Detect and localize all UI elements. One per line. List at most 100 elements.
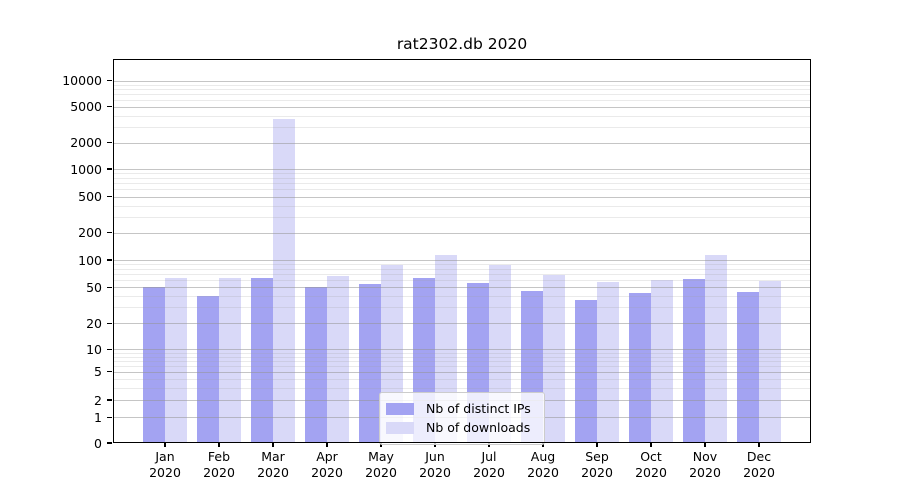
y-tick-mark-0 [107, 442, 112, 444]
y-tick-label-500: 500 [78, 189, 102, 205]
bar-downloads-jan-2020 [165, 278, 187, 443]
x-tick-label-jan-2020: Jan 2020 [149, 449, 181, 480]
gridline-minor-3000 [113, 126, 811, 128]
gridline-minor-3 [113, 387, 811, 389]
bar-distinct-ips-sep-2020 [575, 300, 597, 443]
y-tick-label-5: 5 [94, 364, 102, 380]
y-tick-label-10: 10 [86, 341, 102, 357]
gridline-minor-7 [113, 360, 811, 362]
gridline-major-2000 [113, 142, 811, 144]
x-tick-label-apr-2020: Apr 2020 [311, 449, 343, 480]
y-tick-label-1000: 1000 [70, 161, 102, 177]
y-tick-label-2: 2 [94, 392, 102, 408]
bar-distinct-ips-jan-2020 [143, 287, 165, 443]
bar-distinct-ips-mar-2020 [251, 277, 273, 443]
x-tick-mark-may-2020 [380, 443, 382, 447]
x-tick-mark-aug-2020 [542, 443, 544, 447]
legend-row-distinct-ips: Nb of distinct IPs [386, 400, 536, 417]
gridline-minor-80 [113, 268, 811, 270]
x-tick-mark-oct-2020 [650, 443, 652, 447]
y-tick-mark-10 [107, 348, 112, 350]
gridline-minor-8000 [113, 89, 811, 91]
gridline-minor-4000 [113, 115, 811, 117]
legend-row-downloads: Nb of downloads [386, 419, 536, 436]
bar-distinct-ips-dec-2020 [737, 292, 759, 443]
y-tick-mark-20 [107, 322, 112, 324]
gridline-minor-4 [113, 378, 811, 380]
gridline-minor-700 [113, 183, 811, 185]
x-tick-mark-sep-2020 [596, 443, 598, 447]
gridline-major-20 [113, 323, 811, 325]
x-tick-mark-dec-2020 [758, 443, 760, 447]
x-tick-label-jun-2020: Jun 2020 [419, 449, 451, 480]
y-tick-label-10000: 10000 [62, 73, 102, 89]
x-tick-label-dec-2020: Dec 2020 [743, 449, 775, 480]
x-tick-label-jul-2020: Jul 2020 [473, 449, 505, 480]
gridline-minor-800 [113, 177, 811, 179]
gridline-major-5000 [113, 106, 811, 108]
x-tick-mark-nov-2020 [704, 443, 706, 447]
gridline-minor-600 [113, 189, 811, 191]
bar-downloads-apr-2020 [327, 276, 349, 443]
y-tick-label-20: 20 [86, 315, 102, 331]
gridline-major-5 [113, 371, 811, 373]
x-tick-label-feb-2020: Feb 2020 [203, 449, 235, 480]
y-tick-mark-10000 [107, 80, 112, 82]
bar-downloads-sep-2020 [597, 282, 619, 443]
legend-label-distinct-ips: Nb of distinct IPs [426, 401, 531, 416]
x-tick-label-nov-2020: Nov 2020 [689, 449, 721, 480]
y-tick-mark-200 [107, 232, 112, 234]
y-tick-label-100: 100 [78, 252, 102, 268]
x-tick-mark-jul-2020 [488, 443, 490, 447]
gridline-minor-30 [113, 307, 811, 309]
gridline-minor-9000 [113, 84, 811, 86]
x-tick-mark-jun-2020 [434, 443, 436, 447]
gridline-major-10 [113, 349, 811, 351]
x-tick-mark-feb-2020 [218, 443, 220, 447]
y-tick-mark-1000 [107, 168, 112, 170]
chart-title: rat2302.db 2020 [396, 35, 528, 53]
bar-distinct-ips-nov-2020 [683, 278, 705, 443]
bar-downloads-mar-2020 [273, 119, 295, 443]
gridline-minor-6 [113, 365, 811, 367]
bar-downloads-feb-2020 [219, 278, 241, 443]
gridline-minor-900 [113, 173, 811, 175]
legend-swatch-downloads [386, 421, 414, 434]
y-tick-label-200: 200 [78, 225, 102, 241]
gridline-minor-90 [113, 264, 811, 266]
y-tick-label-0: 0 [94, 435, 102, 451]
x-tick-label-mar-2020: Mar 2020 [257, 449, 289, 480]
gridline-minor-70 [113, 274, 811, 275]
gridline-minor-400 [113, 205, 811, 207]
x-tick-mark-mar-2020 [272, 443, 274, 447]
y-tick-mark-2000 [107, 142, 112, 144]
y-tick-label-50: 50 [86, 279, 102, 295]
y-tick-mark-1 [107, 416, 112, 418]
gridline-major-1000 [113, 169, 811, 170]
y-tick-mark-500 [107, 196, 112, 198]
legend-swatch-distinct-ips [386, 402, 414, 415]
gridline-major-10000 [113, 80, 811, 82]
y-tick-mark-100 [107, 259, 112, 261]
y-tick-label-2000: 2000 [70, 135, 102, 151]
gridline-minor-8 [113, 356, 811, 358]
gridline-minor-40 [113, 296, 811, 298]
gridline-minor-9 [113, 352, 811, 354]
bar-distinct-ips-feb-2020 [197, 296, 219, 443]
gridline-minor-6000 [113, 99, 811, 101]
plot-area: Nb of distinct IPs Nb of downloads [113, 59, 811, 445]
y-tick-mark-5 [107, 371, 112, 373]
y-tick-label-1: 1 [94, 409, 102, 425]
x-tick-label-oct-2020: Oct 2020 [635, 449, 667, 480]
x-tick-label-sep-2020: Sep 2020 [581, 449, 613, 480]
legend-label-downloads: Nb of downloads [426, 420, 531, 435]
x-tick-label-aug-2020: Aug 2020 [527, 449, 559, 480]
y-tick-mark-5000 [107, 106, 112, 108]
gridline-major-50 [113, 287, 811, 289]
gridline-major-500 [113, 196, 811, 198]
gridline-major-100 [113, 260, 811, 261]
y-tick-mark-50 [107, 286, 112, 288]
bar-downloads-oct-2020 [651, 279, 673, 443]
x-tick-label-may-2020: May 2020 [365, 449, 397, 480]
bar-downloads-nov-2020 [705, 255, 727, 443]
